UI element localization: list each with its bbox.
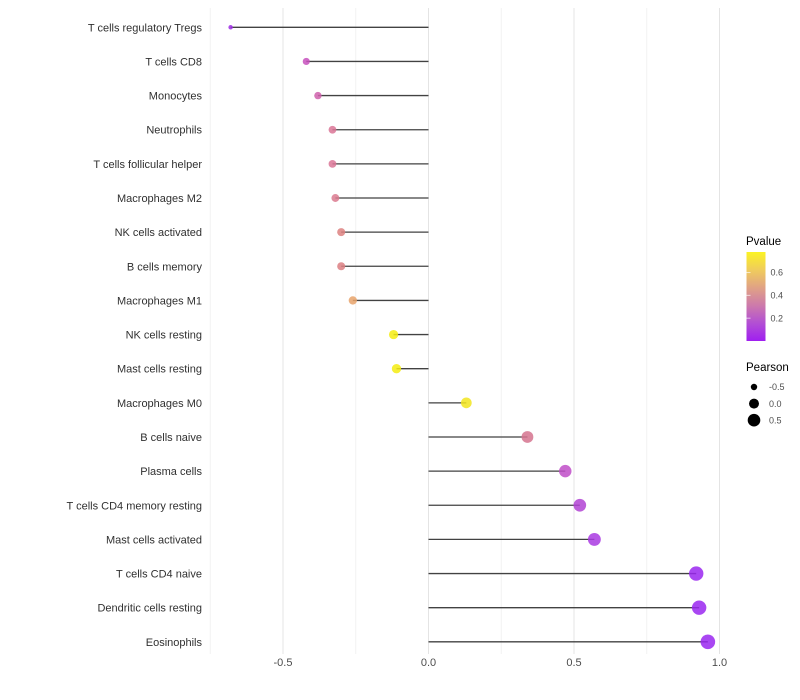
pearson-legend-items: -0.5 0.0 0.5 xyxy=(747,382,785,427)
x-tick-label: 0.5 xyxy=(566,657,581,669)
lollipop-dot xyxy=(521,431,534,443)
lollipop-dot xyxy=(689,566,704,581)
category-label: Dendritic cells resting xyxy=(97,603,202,615)
lollipop-dot xyxy=(328,125,337,134)
x-axis-labels: -0.5 0.0 0.5 1.0 xyxy=(274,657,728,669)
lollipop-dot xyxy=(700,634,716,650)
pvalue-tick-label: 0.6 xyxy=(771,268,784,278)
category-label: NK cells resting xyxy=(126,330,202,342)
gridlines xyxy=(209,8,720,654)
lollipop-dot xyxy=(460,397,472,409)
pvalue-tick-label: 0.2 xyxy=(771,313,784,323)
pvalue-tick-label: 0.4 xyxy=(771,291,784,301)
y-axis-labels: T cells regulatory Tregs T cells CD8 Monoc… xyxy=(67,22,203,649)
category-label: T cells regulatory Tregs xyxy=(88,22,203,34)
pearson-size-dot xyxy=(747,413,761,427)
lollipop-dot xyxy=(348,296,357,305)
lollipop-dot xyxy=(391,364,402,374)
lollipops xyxy=(228,25,716,650)
lollipop-dot xyxy=(573,498,587,512)
lollipop-dot xyxy=(331,194,340,202)
category-label: T cells CD4 naive xyxy=(116,569,202,581)
legend: Pvalue 0.6 0.4 0.2 Pearson -0.5 0.0 0.5 xyxy=(746,236,789,427)
lollipop-dot xyxy=(388,329,399,340)
pearson-size-label: 0.5 xyxy=(769,415,782,425)
pearson-legend-title: Pearson xyxy=(746,362,789,374)
pvalue-gradient-bar xyxy=(746,252,766,341)
category-label: T cells follicular helper xyxy=(93,159,202,171)
lollipop-dot xyxy=(228,25,233,30)
lollipop-dot xyxy=(691,600,707,615)
category-label: Mast cells resting xyxy=(117,364,202,376)
category-label: T cells CD8 xyxy=(145,56,202,68)
category-label: Mast cells activated xyxy=(106,534,202,546)
pearson-size-dot xyxy=(749,398,759,409)
category-label: Neutrophils xyxy=(146,125,202,137)
pvalue-legend-ticks: 0.6 0.4 0.2 xyxy=(746,268,784,323)
lollipop-dot xyxy=(587,532,601,546)
lollipop-dot xyxy=(302,57,310,65)
x-tick-label: 0.0 xyxy=(421,657,436,669)
lollipop-dot xyxy=(314,91,322,100)
category-label: Monocytes xyxy=(149,91,203,103)
category-label: NK cells activated xyxy=(115,227,202,239)
lollipop-dot xyxy=(337,262,346,271)
category-label: Macrophages M0 xyxy=(117,398,202,410)
category-label: Eosinophils xyxy=(146,637,203,649)
pvalue-legend-title: Pvalue xyxy=(746,236,781,248)
category-label: Plasma cells xyxy=(140,466,202,478)
x-tick-label: -0.5 xyxy=(274,657,293,669)
lollipop-dot xyxy=(559,464,572,478)
category-label: T cells CD4 memory resting xyxy=(67,500,203,512)
category-label: Macrophages M1 xyxy=(117,295,202,307)
lollipop-dot xyxy=(337,228,346,237)
category-label: B cells memory xyxy=(127,261,203,273)
x-tick-label: 1.0 xyxy=(712,657,727,669)
category-label: B cells naive xyxy=(140,432,202,444)
pearson-size-label: 0.0 xyxy=(769,399,782,409)
category-label: Macrophages M2 xyxy=(117,193,202,205)
pearson-size-dot xyxy=(750,383,758,391)
lollipop-dot xyxy=(328,159,337,168)
pearson-size-label: -0.5 xyxy=(769,382,785,392)
